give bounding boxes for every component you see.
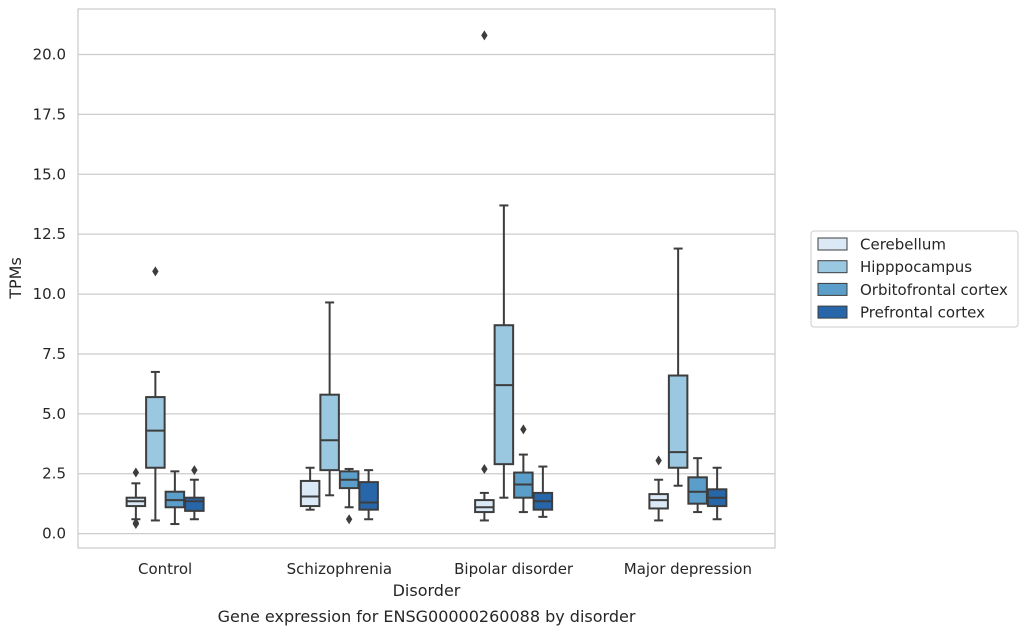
y-tick-label: 10.0: [33, 285, 66, 303]
box-iqr: [648, 493, 669, 510]
box-iqr: [358, 481, 379, 511]
y-tick-label: 0.0: [42, 525, 66, 543]
outlier-point: [132, 467, 140, 478]
box-iqr: [299, 479, 321, 508]
y-tick-label: 7.5: [42, 345, 66, 363]
box-prefrontal-cortex: [532, 465, 554, 518]
legend-swatch: [817, 305, 848, 319]
outlier-point: [345, 514, 353, 525]
box-prefrontal-cortex: [706, 466, 728, 521]
outlier-point: [520, 424, 527, 435]
box-iqr: [667, 374, 689, 469]
outlier-point: [152, 266, 159, 277]
box-orbitofrontal-cortex: [513, 424, 534, 514]
y-tick-label: 15.0: [33, 165, 66, 183]
outlier-point: [655, 455, 662, 466]
box-iqr: [319, 393, 340, 472]
x-tick-label: Major depression: [624, 560, 752, 578]
box-cerebellum: [648, 455, 669, 522]
plot-area-frame: [77, 8, 776, 549]
y-tick-label: 17.5: [33, 105, 66, 123]
box-cerebellum: [125, 467, 147, 530]
box-iqr: [145, 396, 166, 469]
x-tick-label: Bipolar disorder: [454, 560, 574, 578]
legend: Cerebellum Hipppocampus Orbitofrontal cort…: [810, 230, 1019, 328]
box-plot-series: [125, 30, 728, 530]
legend-label: Orbitofrontal cortex: [860, 281, 1008, 299]
y-tick-label: 20.0: [33, 46, 66, 64]
y-axis-ticks: 0.0 2.5 5.0 7.5 10.0 12.5 15.0 17.5 20.0: [33, 46, 66, 543]
outlier-point: [132, 519, 140, 530]
legend-label: Cerebellum: [860, 236, 946, 254]
box-hipppocampus: [667, 247, 689, 487]
x-tick-label: Schizophrenia: [287, 560, 392, 578]
box-prefrontal-cortex: [184, 465, 205, 521]
x-axis-label: Disorder: [393, 581, 461, 600]
box-cerebellum: [299, 466, 321, 511]
chart-title: Gene expression for ENSG00000260088 by d…: [218, 607, 636, 626]
box-hipppocampus: [319, 301, 340, 497]
box-iqr: [184, 496, 205, 512]
outlier-point: [481, 30, 488, 41]
legend-swatch: [817, 237, 848, 251]
legend-label: Hipppocampus: [860, 258, 972, 276]
y-axis-label: TPMs: [6, 257, 25, 300]
x-tick-label: Control: [138, 560, 192, 578]
box-orbitofrontal-cortex: [687, 457, 708, 514]
box-orbitofrontal-cortex: [164, 470, 186, 526]
y-tick-label: 5.0: [42, 405, 66, 423]
x-axis-ticks: Control Schizophrenia Bipolar disorder Majo…: [138, 560, 752, 578]
outlier-point: [191, 465, 198, 476]
legend-swatch: [817, 282, 848, 296]
box-hipppocampus: [493, 204, 515, 499]
legend-swatch: [817, 260, 848, 274]
box-orbitofrontal-cortex: [338, 467, 360, 525]
y-tick-label: 12.5: [33, 225, 66, 243]
y-tick-label: 2.5: [42, 465, 66, 483]
box-iqr: [474, 499, 495, 514]
box-prefrontal-cortex: [358, 469, 379, 521]
box-iqr: [687, 476, 708, 505]
outlier-point: [481, 463, 488, 474]
box-hipppocampus: [145, 266, 166, 522]
legend-frame: [810, 230, 1019, 328]
box-iqr: [493, 324, 515, 466]
box-cerebellum: [474, 30, 495, 522]
legend-label: Prefrontal cortex: [860, 304, 985, 322]
